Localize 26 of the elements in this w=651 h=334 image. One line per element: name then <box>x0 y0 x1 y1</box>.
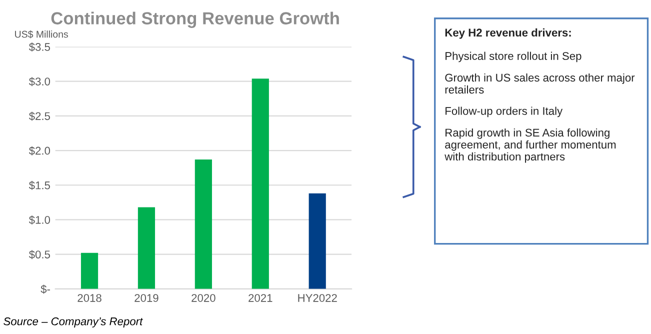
y-tick-label: $0.5 <box>28 250 50 260</box>
bar <box>138 207 156 289</box>
bar <box>252 78 269 289</box>
y-axis-title: US$ Millions <box>15 30 68 38</box>
x-tick-label: HY2022 <box>298 294 337 302</box>
text: Key H2 revenue drivers: <box>445 28 571 39</box>
y-tick-label: $2.0 <box>28 146 50 156</box>
text: Rapid growth in SE Asia following agreement, and further momentum with distribution partners <box>444 128 616 163</box>
bar <box>194 160 212 289</box>
y-tick-label: $- <box>40 284 50 294</box>
text: Follow-up orders in Italy <box>446 106 563 118</box>
bar <box>80 252 98 289</box>
x-tick-label: 2021 <box>248 294 272 302</box>
y-tick-label: $2.5 <box>28 112 50 121</box>
x-tick-label: 2020 <box>192 294 216 302</box>
x-tick-label: 2019 <box>134 294 158 302</box>
x-tick-label: 2018 <box>78 294 102 302</box>
chart-title: Continued Strong Revenue Growth <box>51 12 339 28</box>
text: Physical store rollout in Sep <box>446 52 582 62</box>
y-tick-label: $1.5 <box>28 180 50 190</box>
y-tick-label: $3.5 <box>28 42 50 52</box>
bar <box>308 193 326 289</box>
text: Growth in US sales across other major retailers <box>445 73 635 94</box>
y-tick-label: $1.0 <box>28 216 50 225</box>
source-note: Source – Company’s Report <box>4 317 144 328</box>
y-tick-label: $3.0 <box>28 77 50 86</box>
